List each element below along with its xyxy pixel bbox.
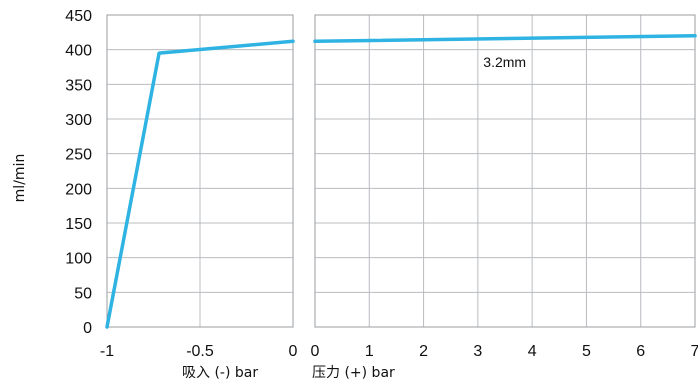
series-layer: [105, 34, 697, 329]
x-tick-label: 0: [289, 343, 298, 360]
grid-layer: [106, 14, 696, 328]
y-tick-label: 100: [65, 251, 92, 268]
panel-frame-pressure: [314, 14, 696, 328]
y-tick-label: 0: [83, 320, 92, 337]
y-tick-label: 250: [65, 147, 92, 164]
y-tick-label: 450: [65, 8, 92, 25]
series-line-pressure: [313, 34, 697, 44]
x-tick-label: -1: [100, 343, 114, 360]
y-axis-title: ml/min: [12, 154, 28, 203]
panel-frames: [106, 14, 696, 328]
x-tick-label: 3: [473, 343, 482, 360]
y-tick-label: 200: [65, 181, 92, 198]
x-tick-label: 5: [582, 343, 591, 360]
series-annotation-label: 3.2mm: [483, 54, 526, 70]
x-tick-label: 7: [691, 343, 698, 360]
y-tick-label: 400: [65, 43, 92, 60]
x-tick-label: 4: [528, 343, 537, 360]
y-tick-label: 50: [74, 285, 92, 302]
x-tick-label: 1: [365, 343, 374, 360]
y-tick-label: 300: [65, 112, 92, 129]
x-tick-label: 6: [636, 343, 645, 360]
x-tick-label: 0: [311, 343, 320, 360]
panel-frame-suction: [106, 14, 294, 328]
y-tick-label: 350: [65, 77, 92, 94]
x-tick-label: -0.5: [186, 343, 214, 360]
x-axis-title-suction: 吸入 (-) bar: [182, 365, 258, 381]
y-tick-label: 150: [65, 216, 92, 233]
x-tick-label: 2: [419, 343, 428, 360]
x-axis-title-pressure: 压力 (+) bar: [312, 365, 395, 381]
